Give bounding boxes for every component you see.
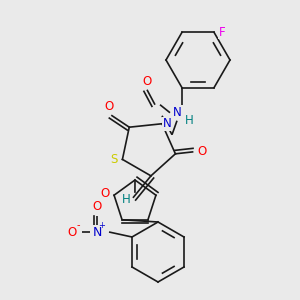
Text: O: O: [105, 100, 114, 113]
Text: F: F: [219, 26, 225, 39]
Text: -: -: [76, 220, 80, 230]
Text: O: O: [100, 187, 110, 200]
Text: N: N: [163, 117, 171, 130]
Text: +: +: [99, 221, 106, 230]
Text: N: N: [92, 226, 102, 238]
Text: H: H: [122, 193, 130, 206]
Text: N: N: [172, 106, 182, 119]
Text: O: O: [92, 200, 102, 214]
Text: O: O: [68, 226, 76, 238]
Text: H: H: [184, 114, 194, 127]
Text: O: O: [198, 145, 207, 158]
Text: S: S: [111, 153, 118, 166]
Text: O: O: [142, 75, 152, 88]
